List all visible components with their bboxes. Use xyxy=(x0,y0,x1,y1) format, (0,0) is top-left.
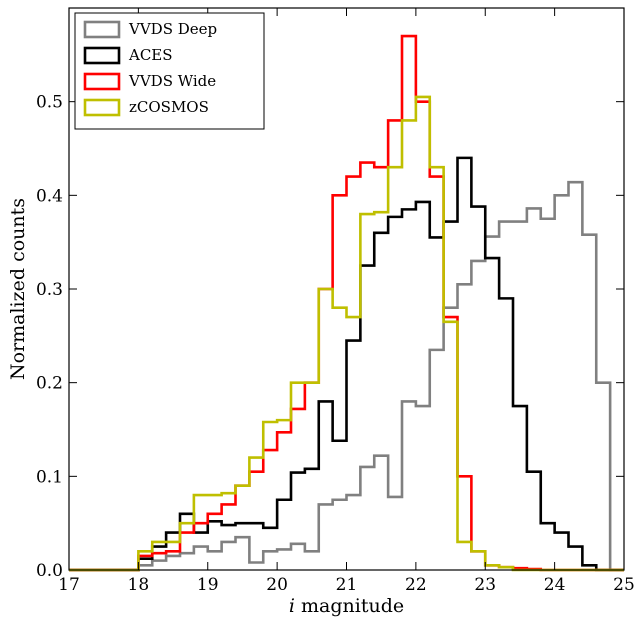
legend-box xyxy=(74,12,265,130)
series-layer xyxy=(69,34,624,572)
x-axis-label-rest: magnitude xyxy=(295,595,404,617)
y-axis-label: Normalized counts xyxy=(7,198,29,380)
y-tick-label: 0.1 xyxy=(36,467,63,487)
legend-swatch xyxy=(83,72,121,91)
x-axis-label: i magnitude xyxy=(289,595,404,617)
series-zcosmos xyxy=(69,95,624,572)
y-tick-label: 0.0 xyxy=(36,561,63,581)
x-tick-label: 18 xyxy=(128,575,150,595)
x-tick-label: 17 xyxy=(58,575,80,595)
x-tick-label: 21 xyxy=(336,575,358,595)
legend-label: VVDS Wide xyxy=(128,72,216,90)
x-tick-label: 24 xyxy=(544,575,566,595)
legend-swatch xyxy=(83,98,121,117)
legend-swatch xyxy=(83,46,121,65)
y-tick-label: 0.4 xyxy=(36,186,63,206)
y-tick-label: 0.2 xyxy=(36,374,63,394)
x-tick-label: 22 xyxy=(405,575,427,595)
legend-label: zCOSMOS xyxy=(129,98,209,116)
x-tick-label: 23 xyxy=(474,575,496,595)
ticks-layer: 17 18 19 20 21 22 23 24 25 0.0 0.1 0.2 0.3 0.4 0.5 xyxy=(36,8,634,595)
y-tick-label: 0.5 xyxy=(36,93,63,113)
x-tick-label: 25 xyxy=(613,575,634,595)
legend-swatch xyxy=(83,20,121,39)
x-tick-label: 20 xyxy=(266,575,288,595)
legend-label: VVDS Deep xyxy=(128,20,217,38)
x-axis-label-var: i xyxy=(289,595,295,617)
legend: VVDS Deep ACES VVDS Wide zCOSMOS xyxy=(74,12,265,130)
legend-label: ACES xyxy=(128,46,173,64)
series-vvds-deep xyxy=(69,180,624,572)
y-tick-label: 0.3 xyxy=(36,280,63,300)
x-tick-label: 19 xyxy=(197,575,219,595)
